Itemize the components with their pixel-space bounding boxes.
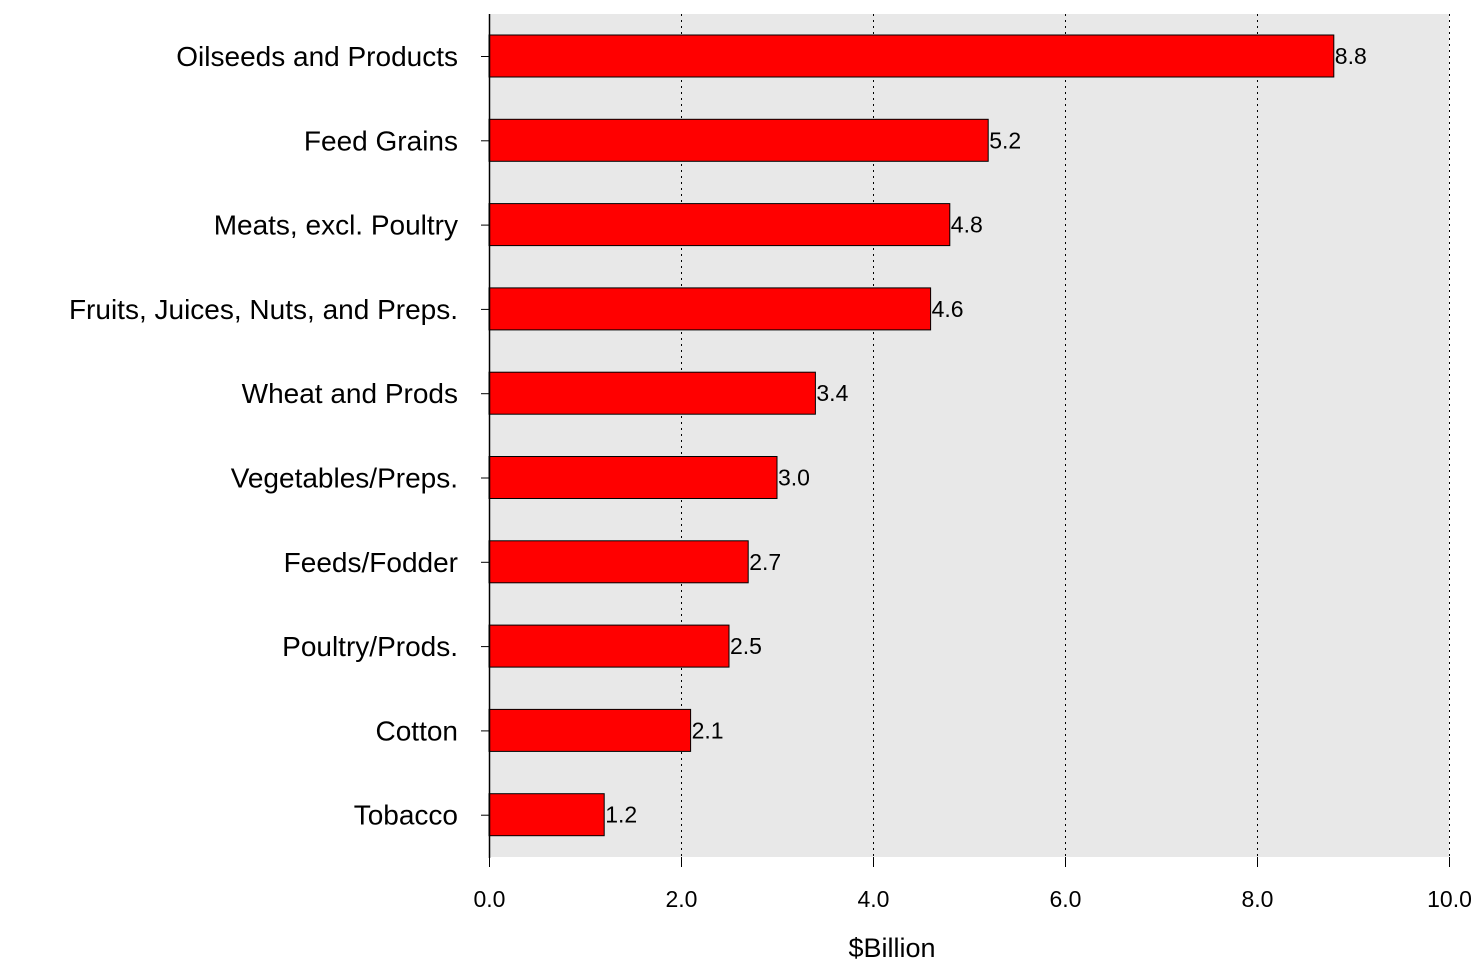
value-label-1: 5.2 (989, 127, 1021, 153)
category-label-1: Feed Grains (304, 125, 458, 156)
bar-5 (488, 456, 778, 499)
category-label-5: Vegetables/Preps. (231, 463, 458, 494)
bar-9 (488, 793, 605, 837)
bar-2 (488, 203, 951, 247)
x-tick-label-1: 2.0 (666, 886, 698, 912)
bar-8 (488, 708, 692, 752)
bars (488, 34, 1335, 837)
value-label-7: 2.5 (730, 633, 762, 659)
value-label-5: 3.0 (778, 465, 810, 491)
category-label-3: Fruits, Juices, Nuts, and Preps. (69, 294, 458, 325)
category-label-4: Wheat and Prods (242, 378, 458, 409)
labels: Oilseeds and Products 8.8 Feed Grains 5.2 Me… (69, 41, 1472, 912)
x-tick-label-5: 10.0 (1427, 886, 1472, 912)
value-label-8: 2.1 (692, 717, 724, 743)
category-label-7: Poultry/Prods. (282, 631, 458, 662)
value-label-6: 2.7 (749, 549, 781, 575)
category-label-0: Oilseeds and Products (176, 41, 458, 72)
category-label-9: Tobacco (354, 800, 458, 831)
x-tick-label-0: 0.0 (474, 886, 506, 912)
bar-0 (488, 34, 1335, 78)
category-label-2: Meats, excl. Poultry (214, 210, 458, 241)
bar-6 (488, 540, 749, 584)
bar-7 (488, 624, 730, 668)
category-label-8: Cotton (376, 715, 459, 746)
x-axis-title: $Billion (848, 933, 935, 963)
value-label-0: 8.8 (1335, 43, 1367, 69)
x-tick-label-2: 4.0 (858, 886, 890, 912)
x-tick-label-4: 8.0 (1242, 886, 1274, 912)
bar-1 (488, 118, 989, 162)
category-label-6: Feeds/Fodder (284, 547, 458, 578)
value-label-3: 4.6 (932, 296, 964, 322)
bar-4 (488, 371, 816, 415)
value-label-2: 4.8 (951, 212, 983, 238)
bar-3 (488, 287, 932, 331)
value-label-9: 1.2 (605, 802, 637, 828)
value-label-4: 3.4 (816, 380, 848, 406)
axes (481, 14, 1450, 867)
x-tick-label-3: 6.0 (1050, 886, 1082, 912)
